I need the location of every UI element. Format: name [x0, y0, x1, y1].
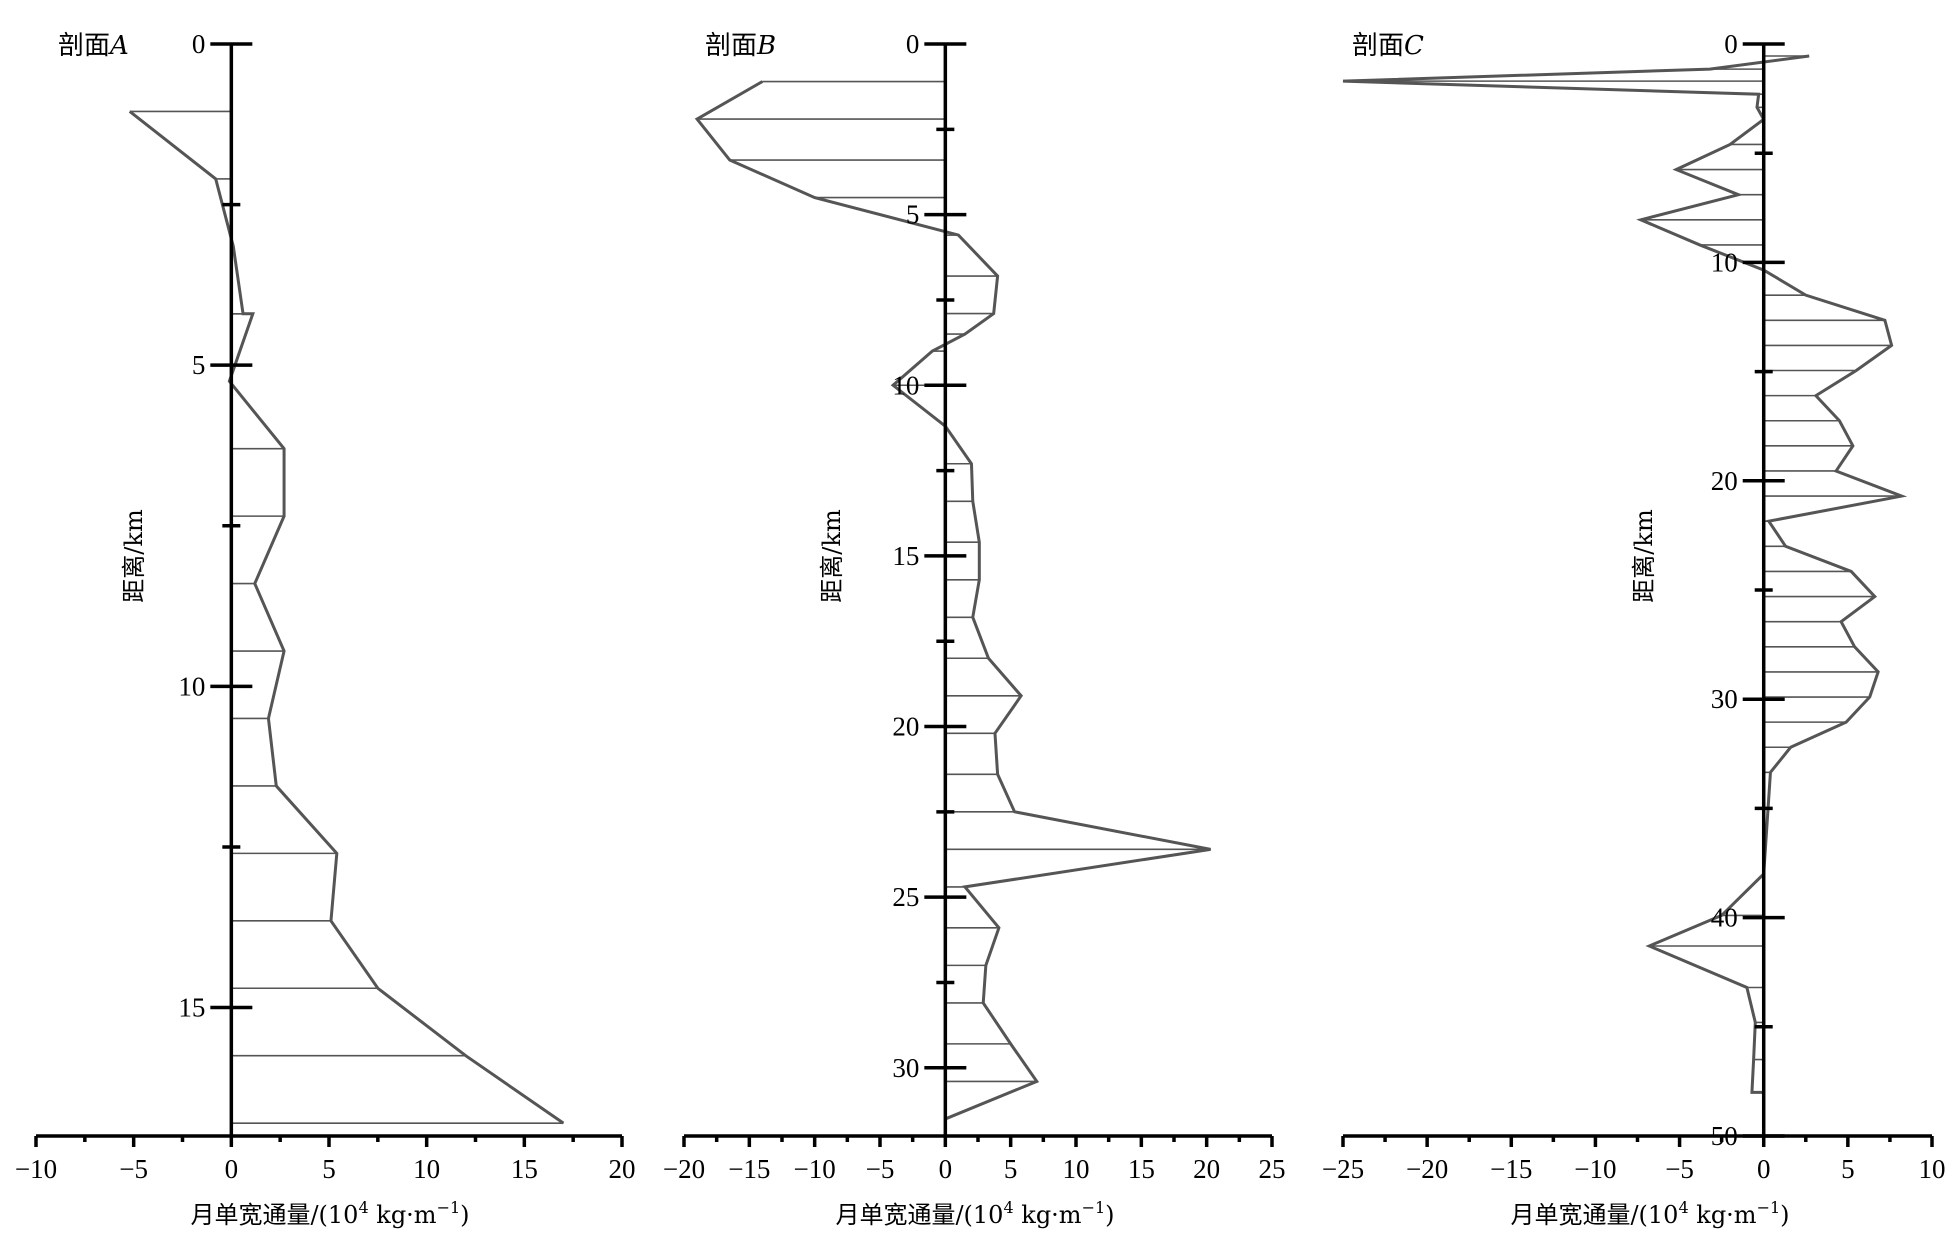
- y-tick-label-a-10: 10: [178, 671, 205, 701]
- y-tick-label-b-0: 0: [906, 29, 920, 59]
- x-tick-label-a--5: −5: [119, 1154, 148, 1184]
- y-tick-label-b-30: 30: [892, 1053, 919, 1083]
- x-tick-label-b--15: −15: [728, 1154, 770, 1184]
- y-axis-label-b: 距离/km: [818, 509, 846, 603]
- y-tick-label-c-10: 10: [1711, 247, 1738, 277]
- x-tick-label-b-10: 10: [1063, 1154, 1090, 1184]
- profile-line-c: [1342, 54, 1908, 1094]
- y-tick-label-c-0: 0: [1724, 29, 1738, 59]
- x-tick-label-b--10: −10: [794, 1154, 836, 1184]
- y-tick-label-b-15: 15: [892, 541, 919, 571]
- x-tick-label-c--10: −10: [1574, 1154, 1616, 1184]
- x-tick-label-b-25: 25: [1259, 1154, 1286, 1184]
- y-tick-label-c-20: 20: [1711, 466, 1738, 496]
- x-axis-label-a: 月单宽通量/(104 kg·m−1): [190, 1198, 469, 1229]
- x-tick-label-c-5: 5: [1841, 1154, 1855, 1184]
- y-tick-label-b-5: 5: [906, 200, 920, 230]
- panel-section-b: 剖面B 距离/km 月单宽通量/(104 kg·m−1) 0 5 10 15 20 25 3…: [663, 29, 1286, 1229]
- x-tick-label-a-10: 10: [413, 1154, 440, 1184]
- x-tick-label-b--20: −20: [663, 1154, 705, 1184]
- x-tick-label-b-20: 20: [1193, 1154, 1220, 1184]
- y-tick-label-a-0: 0: [192, 29, 206, 59]
- x-tick-label-c--25: −25: [1322, 1154, 1364, 1184]
- profile-line-a: [128, 110, 565, 1125]
- y-tick-label-b-25: 25: [892, 882, 919, 912]
- panel-title-a: 剖面A: [58, 31, 129, 61]
- y-tick-label-c-30: 30: [1711, 684, 1738, 714]
- x-tick-label-b-0: 0: [939, 1154, 953, 1184]
- panel-section-c: 剖面C 距离/km 月单宽通量/(104 kg·m−1) 01020304050…: [1322, 29, 1946, 1229]
- x-tick-label-b-5: 5: [1004, 1154, 1018, 1184]
- x-tick-label-c-10: 10: [1919, 1154, 1946, 1184]
- x-tick-label-a-15: 15: [511, 1154, 538, 1184]
- x-tick-label-a-20: 20: [609, 1154, 636, 1184]
- x-tick-label-a--10: −10: [15, 1154, 57, 1184]
- y-tick-label-b-20: 20: [892, 712, 919, 742]
- x-tick-label-a-0: 0: [225, 1154, 239, 1184]
- x-axis-label-c: 月单宽通量/(104 kg·m−1): [1510, 1198, 1789, 1229]
- y-axis-label-c: 距离/km: [1630, 509, 1658, 603]
- y-tick-label-a-15: 15: [178, 993, 205, 1023]
- panel-section-a: 剖面A 距离/km 月单宽通量/(104 kg·m−1) 0 5 10 15 −10 −5…: [15, 29, 636, 1229]
- x-tick-label-c--15: −15: [1490, 1154, 1532, 1184]
- x-tick-label-a-5: 5: [322, 1154, 336, 1184]
- x-tick-label-b--5: −5: [866, 1154, 895, 1184]
- y-tick-label-b-10: 10: [892, 370, 919, 400]
- y-tick-label-a-5: 5: [192, 350, 206, 380]
- x-tick-label-c--5: −5: [1665, 1154, 1694, 1184]
- x-axis-label-b: 月单宽通量/(104 kg·m−1): [835, 1198, 1114, 1229]
- x-tick-label-c--20: −20: [1406, 1154, 1448, 1184]
- y-tick-label-c-50: 50: [1711, 1121, 1738, 1151]
- panel-title-b: 剖面B: [705, 31, 776, 61]
- x-tick-label-b-15: 15: [1128, 1154, 1155, 1184]
- panel-title-c: 剖面C: [1352, 31, 1424, 61]
- profile-line-b: [694, 80, 1211, 1121]
- y-tick-label-c-40: 40: [1711, 903, 1738, 933]
- x-tick-label-c-0: 0: [1757, 1154, 1771, 1184]
- y-axis-label-a: 距离/km: [120, 509, 148, 603]
